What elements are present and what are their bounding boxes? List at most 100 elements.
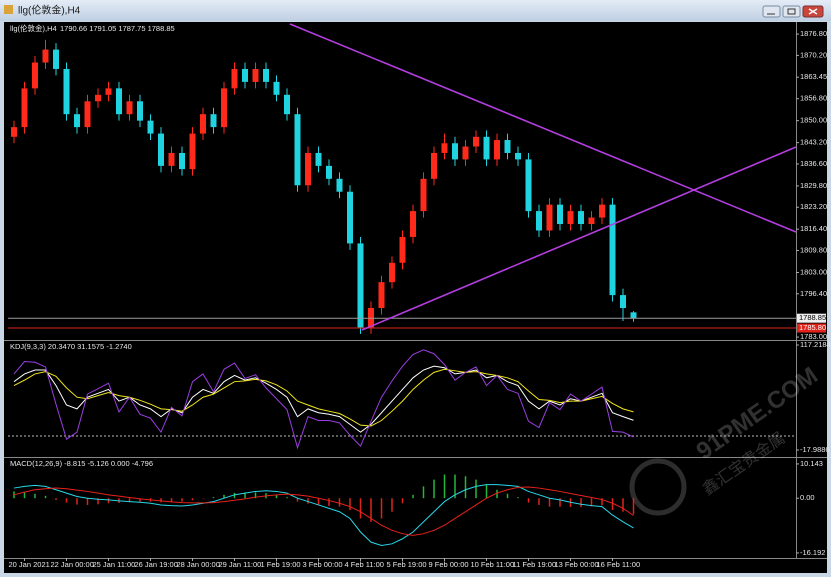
y-tick-label: 1843.20 — [800, 138, 827, 147]
candle-body — [452, 143, 458, 160]
y-tick-label: 0.00 — [800, 493, 815, 502]
restore-icon — [787, 8, 796, 15]
x-tick-label: 13 Feb 00:00 — [555, 560, 599, 569]
y-tick-label: 1803.00 — [800, 267, 827, 276]
candle-body — [578, 211, 584, 225]
y-tick-label: 117.2184 — [800, 340, 831, 349]
x-tick-label: 10 Feb 11:00 — [471, 560, 515, 569]
candle-body — [557, 204, 563, 225]
candle-body — [315, 152, 322, 166]
ohlc-label: 1790.66 1791.05 1787.75 1788.85 — [60, 24, 175, 33]
candle-body — [588, 217, 595, 225]
x-tick-label: 5 Feb 19:00 — [387, 560, 427, 569]
y-tick-label: 1836.60 — [800, 159, 827, 168]
indicator-line — [13, 365, 634, 433]
candle-body — [189, 133, 196, 170]
y-tick-label: 1876.80 — [800, 29, 827, 38]
x-tick-label: 1 Feb 19:00 — [261, 560, 301, 569]
watermark-logo — [629, 458, 687, 516]
candle-body — [431, 152, 437, 179]
x-tick-label: 3 Feb 00:00 — [303, 560, 343, 569]
y-tick-label: 1829.80 — [800, 181, 827, 190]
x-tick-label: 29 Jan 11:00 — [219, 560, 262, 569]
y-tick-label: 1863.45 — [800, 72, 827, 81]
indicator-line — [13, 368, 634, 427]
x-tick-label: 20 Jan 2021 — [9, 560, 50, 569]
candle-body — [609, 204, 616, 296]
y-tick-label: 1850.00 — [800, 116, 827, 125]
panel-title: KDJ(9,3,3) 20.3470 31.1575 -1.2740 — [10, 342, 132, 351]
candle-body — [53, 49, 59, 69]
candle-body — [168, 152, 175, 166]
y-tick-label: 10.143 — [800, 459, 823, 468]
candle-body — [410, 211, 416, 237]
x-tick-label: 4 Feb 11:00 — [345, 560, 384, 569]
title-bar — [0, 0, 831, 21]
x-tick-label: 22 Jan 00:00 — [51, 560, 94, 569]
candle-body — [347, 191, 353, 244]
y-tick-label: 1823.20 — [800, 202, 827, 211]
x-tick-label: 16 Feb 11:00 — [597, 560, 641, 569]
candle-body — [116, 88, 122, 115]
alert-box — [797, 323, 826, 333]
candle-body — [200, 114, 206, 134]
candle-body — [179, 152, 185, 170]
candle-body — [32, 62, 38, 89]
window-title: llg(伦敦金),H4 — [18, 4, 81, 17]
candle-body — [147, 120, 154, 134]
candle-body — [567, 211, 574, 225]
last-price-box — [797, 313, 826, 323]
candle-body — [74, 114, 80, 128]
candle-body — [536, 211, 542, 231]
indicator-line — [13, 486, 634, 536]
panel-title: llg(伦敦金),H4 — [10, 23, 57, 33]
close-icon — [808, 8, 818, 15]
candle-body — [273, 81, 280, 95]
candle-body — [378, 282, 385, 309]
candle-body — [494, 140, 500, 160]
candle-body — [221, 88, 227, 128]
x-tick-label: 26 Jan 19:00 — [135, 560, 178, 569]
y-tick-label: 1870.20 — [800, 50, 827, 59]
restore-button[interactable] — [782, 5, 801, 18]
candle-body — [252, 68, 259, 82]
x-tick-label: 25 Jan 11:00 — [93, 560, 136, 569]
candle-body — [546, 204, 553, 231]
candle-body — [126, 101, 133, 115]
candle-body — [420, 178, 427, 212]
candle-body — [63, 68, 70, 115]
candle-body — [441, 143, 448, 153]
candle-body — [84, 101, 91, 128]
candle-body — [336, 178, 343, 192]
candle-body — [326, 165, 332, 179]
trend-line-upper — [289, 23, 797, 233]
candle-body — [515, 152, 521, 160]
candle-body — [105, 88, 112, 95]
candle-body — [137, 101, 143, 121]
candle-body — [473, 136, 479, 147]
candle-body — [525, 159, 532, 212]
x-tick-label: 11 Feb 19:00 — [513, 560, 557, 569]
candle-body — [210, 114, 217, 128]
y-tick-label: -16.192 — [800, 548, 825, 557]
window-icon — [4, 5, 13, 14]
candle-body — [284, 94, 290, 115]
candle-body — [242, 68, 248, 82]
candle-body — [599, 204, 605, 218]
candle-body — [462, 146, 469, 160]
candle-body — [399, 236, 406, 263]
last-price-label: 1788.85 — [799, 313, 826, 322]
plots: 1876.80 1870.20 1863.45 1856.80 1850.00 1843.… — [8, 23, 831, 569]
candle-body — [357, 243, 364, 328]
window-buttons[interactable] — [762, 5, 824, 18]
candle-body — [158, 133, 164, 166]
y-tick-label: 1816.40 — [800, 224, 827, 233]
y-tick-label: 1809.80 — [800, 246, 827, 255]
minimize-button[interactable] — [762, 5, 781, 18]
indicator-line — [13, 349, 634, 450]
candle-body — [11, 127, 17, 137]
candle-body — [294, 114, 301, 186]
y-tick-label: 1796.40 — [800, 289, 827, 298]
